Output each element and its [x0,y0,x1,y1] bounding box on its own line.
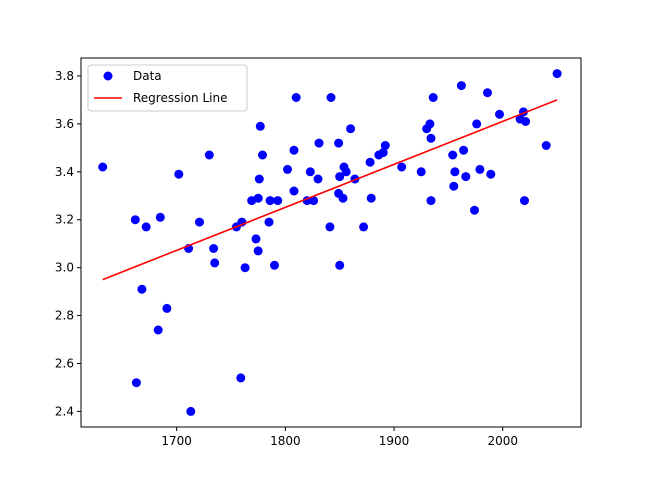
legend: Data Regression Line [87,64,248,112]
data-point [309,196,319,206]
data-point [162,303,172,313]
y-tick-label: 3.6 [55,117,74,131]
data-point [378,148,388,158]
data-point [141,222,151,232]
x-tick-label: 1900 [379,434,410,448]
data-point [346,124,356,134]
data-point [426,196,436,206]
data-point [254,174,264,184]
data-point [305,167,315,177]
data-point [186,406,196,416]
data-point [137,284,147,294]
x-tick-label: 1700 [161,434,192,448]
data-point [131,378,141,388]
data-point [314,138,324,148]
data-point [325,222,335,232]
y-tick-label: 3.0 [55,261,74,275]
data-point [326,93,336,102]
data-point [450,167,460,177]
data-point [313,174,323,184]
data-point [289,145,299,155]
data-point [461,172,471,182]
regression-line-layer [102,99,558,281]
data-point [335,260,345,270]
data-point [341,167,351,177]
data-points [98,69,562,416]
data-point [265,196,275,206]
x-tick-label: 2000 [487,434,518,448]
data-point [380,141,390,150]
data-point [130,215,140,225]
data-point [456,81,466,91]
legend-label: Regression Line [133,91,227,105]
data-point [270,260,279,270]
regression-line [102,99,558,281]
data-point [486,169,496,179]
data-point [470,205,479,215]
data-point [251,234,261,244]
data-point [541,141,551,150]
data-point [483,88,492,98]
data-point [449,181,459,191]
data-point [425,119,435,129]
y-tick-label: 3.4 [55,165,74,179]
data-point [253,193,263,203]
data-point [428,93,438,102]
legend-label: Data [133,69,162,83]
data-point [253,246,263,256]
data-point [475,164,485,174]
data-point [236,373,246,383]
data-point [365,157,375,167]
x-axis: 1700 1800 1900 2000 [161,427,518,448]
data-point [338,193,348,203]
data-point [98,162,108,172]
data-point [283,164,292,174]
legend-box [87,64,248,112]
y-tick-label: 3.8 [55,69,74,83]
plot-frame [80,57,582,428]
data-point [195,217,204,227]
x-tick-label: 1800 [270,434,301,448]
data-point [416,167,426,177]
y-tick-label: 3.2 [55,213,74,227]
data-point [174,169,184,179]
data-point [472,119,482,129]
data-point [209,244,219,253]
data-point [459,145,469,155]
data-point [448,150,458,160]
data-point [495,109,504,119]
plot-area [81,58,581,427]
data-point [397,162,407,172]
y-tick-label: 2.6 [55,357,74,371]
data-point [520,196,529,206]
data-point [273,196,283,206]
data-point [155,212,165,222]
data-point [204,150,214,160]
data-point [258,150,267,160]
y-tick-label: 2.8 [55,309,74,323]
data-point [210,258,220,268]
data-point [264,217,274,227]
data-point [335,172,345,182]
data-point [240,263,250,273]
data-point [552,69,562,79]
data-point [334,138,344,148]
data-point [289,186,299,196]
legend-marker-data [103,71,113,81]
data-point [521,117,531,126]
data-point [366,193,376,203]
y-tick-label: 2.4 [55,404,74,418]
data-point [291,93,301,102]
y-axis: 2.4 2.6 2.8 3.0 3.2 3.4 3.6 3.8 [55,69,81,418]
data-point [255,121,265,131]
data-point [426,133,436,143]
data-point [153,325,163,335]
data-point [359,222,369,232]
